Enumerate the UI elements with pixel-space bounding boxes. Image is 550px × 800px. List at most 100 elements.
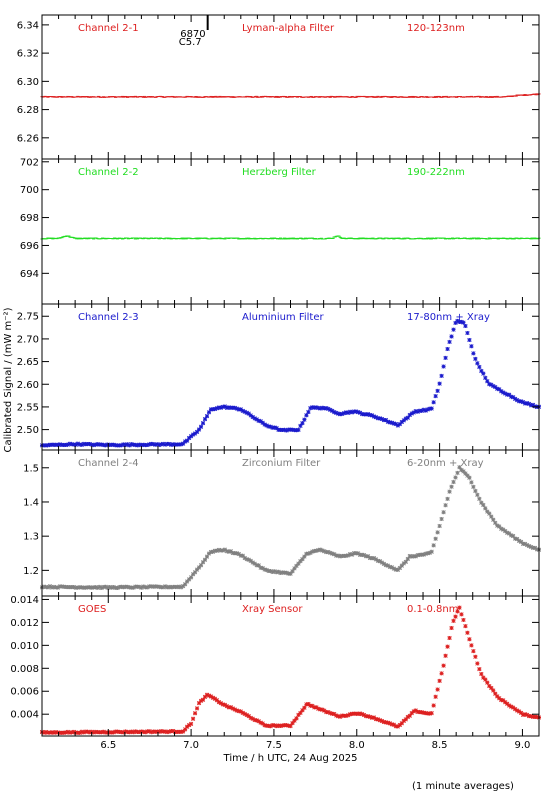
data-point bbox=[186, 435, 192, 441]
data-point bbox=[441, 510, 446, 515]
x-tick-label: 6.5 bbox=[100, 740, 116, 751]
data-point bbox=[135, 443, 140, 448]
data-point bbox=[222, 702, 228, 707]
data-point bbox=[377, 559, 383, 564]
data-point bbox=[427, 550, 432, 555]
data-point bbox=[361, 552, 367, 558]
data-point bbox=[151, 442, 156, 447]
y-tick-label: 694 bbox=[20, 269, 39, 280]
data-point bbox=[377, 718, 383, 723]
data-point bbox=[212, 406, 218, 412]
y-tick-label: 2.55 bbox=[17, 402, 39, 413]
data-point bbox=[465, 330, 470, 336]
data-point bbox=[435, 687, 440, 692]
data-point bbox=[260, 420, 265, 425]
data-point bbox=[163, 729, 168, 734]
data-point bbox=[232, 405, 237, 410]
band-label: 190-222nm bbox=[407, 167, 465, 178]
data-point bbox=[338, 714, 343, 719]
data-point bbox=[381, 561, 387, 566]
data-point bbox=[272, 723, 277, 728]
data-point bbox=[385, 419, 391, 424]
data-point bbox=[371, 715, 377, 720]
data-point bbox=[296, 712, 301, 718]
data-point bbox=[79, 442, 84, 448]
data-point bbox=[300, 421, 305, 426]
data-point bbox=[487, 382, 492, 387]
data-point bbox=[129, 442, 134, 447]
data-point bbox=[270, 569, 275, 575]
y-tick-label: 0.014 bbox=[10, 595, 39, 606]
data-point bbox=[461, 320, 466, 325]
data-point bbox=[389, 420, 395, 425]
data-point bbox=[338, 554, 343, 559]
data-point bbox=[111, 442, 116, 447]
data-point bbox=[457, 465, 462, 470]
data-point bbox=[244, 410, 249, 415]
data-point bbox=[240, 408, 245, 413]
data-point bbox=[284, 723, 289, 728]
data-point bbox=[501, 390, 506, 395]
data-point bbox=[413, 409, 418, 414]
data-point bbox=[455, 609, 460, 614]
data-point bbox=[419, 710, 424, 715]
filter-label: Herzberg Filter bbox=[242, 167, 317, 178]
data-point bbox=[405, 714, 410, 720]
panel-frame bbox=[41, 595, 540, 737]
data-point bbox=[196, 700, 202, 706]
data-point bbox=[371, 555, 377, 561]
data-point bbox=[328, 710, 333, 716]
data-point bbox=[167, 729, 172, 734]
data-point bbox=[157, 729, 162, 734]
panel-3 bbox=[39, 303, 542, 451]
data-point bbox=[95, 442, 100, 447]
data-point bbox=[467, 337, 472, 343]
data-point bbox=[441, 364, 446, 369]
data-point bbox=[268, 568, 273, 574]
data-point bbox=[318, 406, 323, 411]
data-point bbox=[69, 730, 74, 735]
data-point bbox=[99, 442, 104, 447]
x-tick-label: 8.0 bbox=[349, 740, 365, 751]
data-point bbox=[87, 441, 92, 447]
data-point bbox=[218, 701, 224, 706]
data-point bbox=[399, 563, 404, 568]
data-point bbox=[497, 524, 502, 529]
flare-marker-label: 6870 bbox=[180, 29, 205, 40]
data-point bbox=[131, 585, 136, 590]
data-point bbox=[367, 714, 373, 720]
data-point bbox=[121, 730, 126, 735]
data-point bbox=[483, 375, 488, 381]
data-point bbox=[276, 569, 281, 574]
data-point bbox=[461, 469, 466, 474]
data-point bbox=[268, 724, 273, 729]
panel-5 bbox=[39, 595, 542, 737]
data-point bbox=[45, 443, 51, 448]
data-point bbox=[198, 698, 204, 703]
data-point bbox=[143, 730, 148, 735]
data-point bbox=[320, 707, 325, 712]
data-point bbox=[487, 683, 492, 689]
data-point bbox=[204, 554, 210, 559]
data-point bbox=[204, 414, 210, 419]
data-point bbox=[415, 409, 420, 414]
data-point bbox=[274, 425, 279, 431]
data-point bbox=[453, 614, 458, 619]
channel-label: GOES bbox=[78, 604, 106, 615]
data-point bbox=[467, 637, 472, 642]
data-point bbox=[238, 709, 243, 714]
data-point bbox=[228, 705, 233, 710]
data-point bbox=[208, 694, 214, 699]
data-point bbox=[200, 697, 206, 702]
channel-label: Channel 2-4 bbox=[78, 458, 139, 469]
data-point bbox=[296, 427, 301, 433]
data-point bbox=[171, 728, 176, 734]
data-point bbox=[320, 405, 325, 410]
data-point bbox=[507, 392, 512, 397]
data-point bbox=[397, 565, 402, 571]
data-point bbox=[477, 496, 482, 501]
data-point bbox=[121, 442, 126, 447]
data-point bbox=[298, 559, 303, 564]
data-point bbox=[202, 557, 208, 562]
data-point bbox=[292, 718, 297, 723]
